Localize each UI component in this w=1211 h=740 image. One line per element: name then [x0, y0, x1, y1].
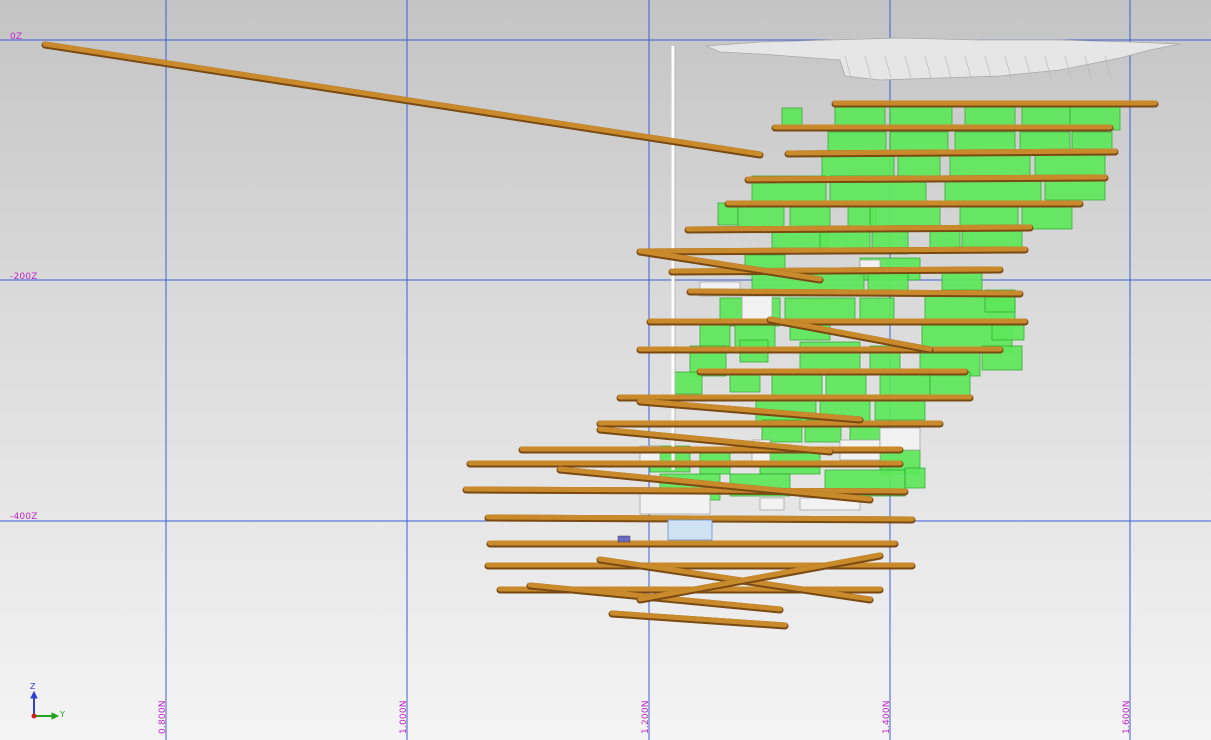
development-drive: [637, 398, 863, 422]
development-drive: [557, 466, 873, 502]
development-drive: [597, 426, 833, 454]
stope-block: [869, 204, 941, 228]
z-axis-label: Z: [30, 682, 36, 691]
surface-mesh-line: [984, 55, 992, 79]
elevation-label: -200Z: [10, 272, 38, 282]
northing-label: 1.600N: [1122, 700, 1132, 734]
z-axis-arrow: [30, 690, 38, 699]
axis-triad-icon: [30, 690, 60, 720]
elevation-label: -400Z: [10, 512, 38, 522]
stope-block: [671, 371, 703, 395]
surface-mesh-line: [904, 55, 912, 79]
development-drive: [42, 41, 763, 157]
void-opening: [639, 491, 711, 515]
stope-block: [737, 204, 785, 230]
axis-triad: Z Y: [24, 682, 74, 724]
development-drive: [687, 288, 1023, 296]
mesh-detail: [667, 519, 713, 541]
northing-label: 0.800N: [158, 700, 168, 734]
development-drive: [609, 610, 788, 628]
northing-label: 1.200N: [641, 700, 651, 734]
development-drive: [669, 266, 1003, 274]
development-drive: [637, 248, 823, 282]
stope-block: [789, 204, 831, 228]
surface-mesh-line: [884, 55, 892, 79]
development-drive: [745, 174, 1108, 182]
surface-mesh-line: [1104, 55, 1112, 79]
axis-origin: [31, 713, 37, 719]
void-opening: [759, 497, 785, 511]
y-axis-arrow: [51, 712, 60, 720]
development-drive: [463, 486, 908, 494]
void-opening: [741, 295, 773, 321]
stope-block: [699, 321, 731, 347]
stope-block: [1034, 151, 1106, 179]
development-drive: [485, 514, 915, 522]
development-drive: [637, 246, 1028, 254]
surface-mesh-line: [964, 55, 972, 79]
stope-block: [904, 467, 926, 489]
development-drive: [597, 556, 873, 602]
surface-mesh-line: [844, 55, 852, 79]
surface-mesh-line: [1084, 55, 1092, 79]
stope-block: [781, 107, 803, 127]
stope-block: [879, 371, 931, 399]
surface-mesh-line: [864, 55, 872, 79]
surface-mesh-line: [1004, 55, 1012, 79]
development-drive: [685, 224, 1033, 232]
development-drive: [785, 148, 1118, 156]
equipment-marker: [617, 535, 631, 543]
development-drive: [767, 316, 933, 352]
northing-label: 1.000N: [399, 700, 409, 734]
surface-mesh-line: [944, 55, 952, 79]
surface-mesh-line: [1044, 55, 1052, 79]
y-axis-label: Y: [60, 710, 65, 719]
surface-mesh-line: [1024, 55, 1032, 79]
surface-mesh-line: [924, 55, 932, 79]
surface-mesh-line: [1064, 55, 1072, 79]
surface-topography: [705, 37, 1181, 81]
elevation-label: 0Z: [10, 32, 23, 42]
development-drive: [637, 552, 883, 602]
stope-block: [929, 371, 971, 397]
stope-block: [825, 371, 867, 399]
northing-label: 1.400N: [882, 700, 892, 734]
